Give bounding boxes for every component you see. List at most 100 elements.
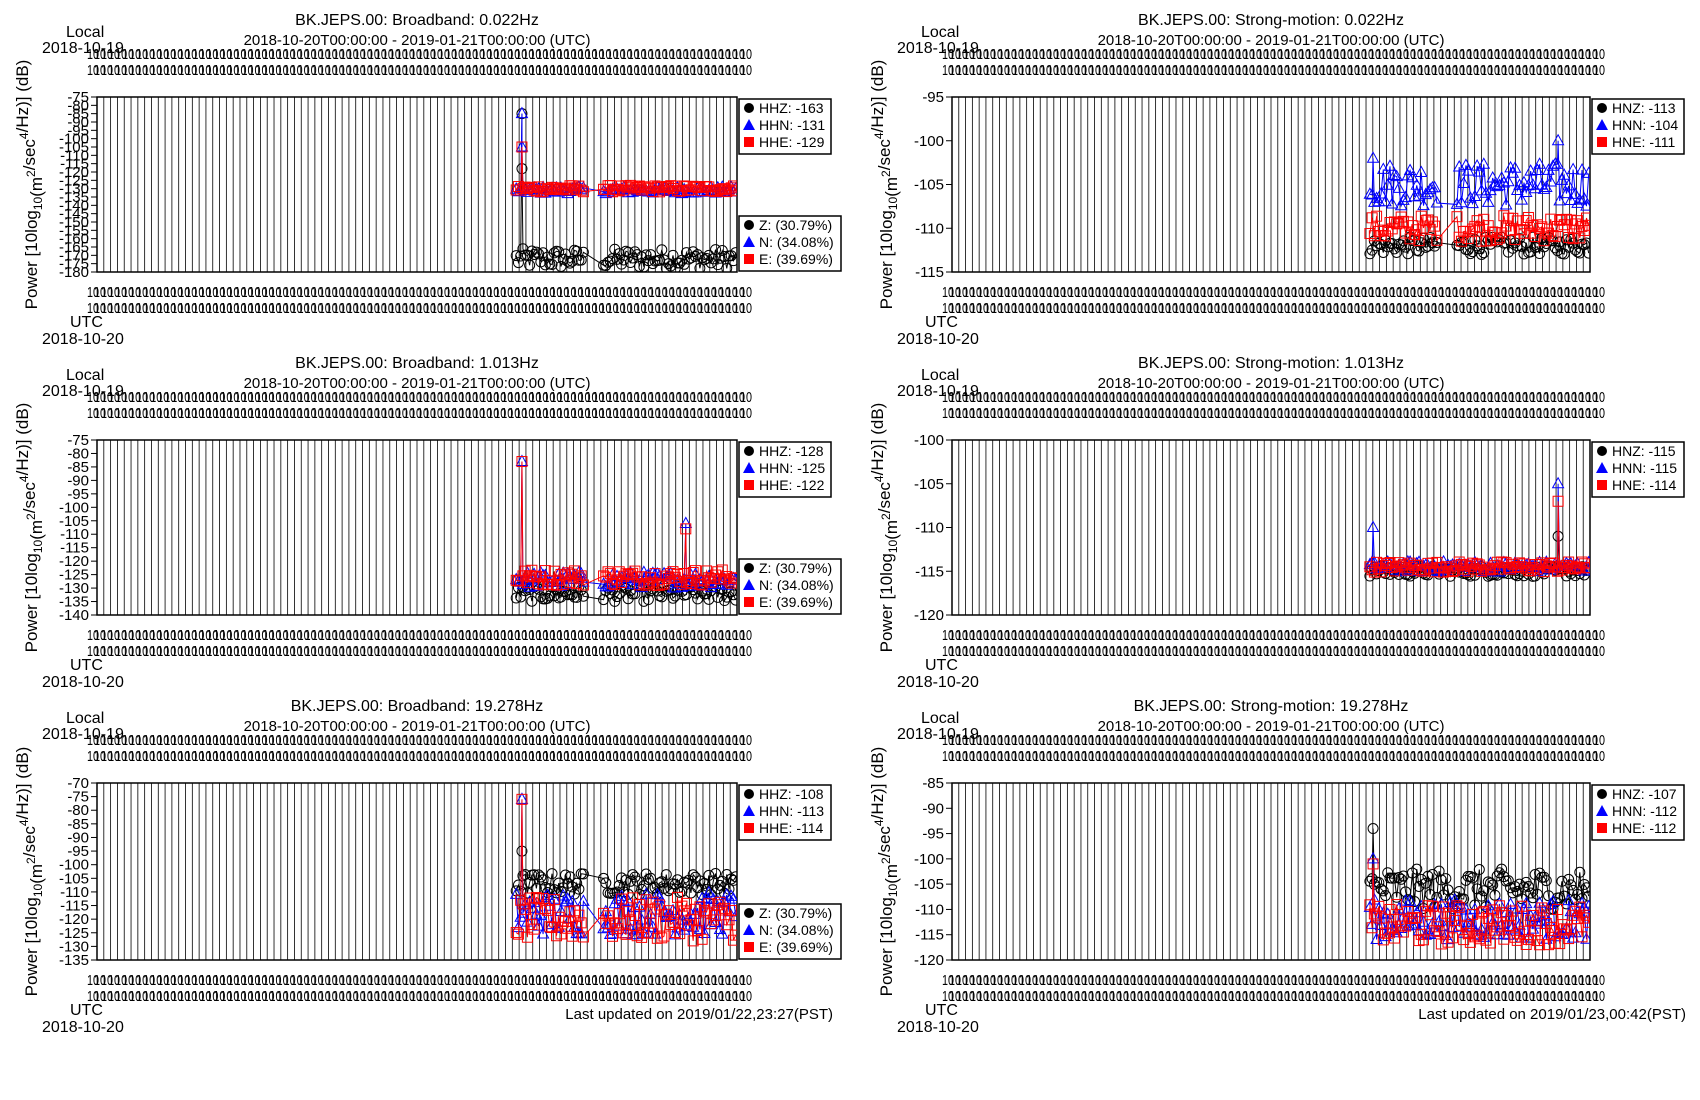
point-E bbox=[1435, 562, 1447, 574]
point-Z bbox=[710, 244, 722, 256]
point-E bbox=[573, 909, 585, 921]
point-N bbox=[1385, 196, 1399, 209]
point-Z bbox=[640, 249, 652, 261]
point-E bbox=[1551, 903, 1563, 915]
utc-date: 2018-10-20 bbox=[42, 1019, 124, 1036]
y-tick-label: -115 bbox=[60, 898, 89, 915]
svg-text:10: 10 bbox=[354, 46, 366, 63]
point-E bbox=[1429, 566, 1441, 578]
point-N bbox=[1544, 174, 1558, 187]
point-E bbox=[727, 180, 737, 192]
y-tick-label: -160 bbox=[59, 231, 89, 248]
point-E bbox=[1366, 922, 1378, 934]
svg-text:10: 10 bbox=[649, 46, 661, 63]
point-E bbox=[1420, 564, 1432, 576]
y-tick-label: -115 bbox=[915, 563, 944, 580]
svg-text:10: 10 bbox=[199, 46, 211, 63]
point-N bbox=[700, 891, 713, 904]
point-Z bbox=[1435, 874, 1447, 886]
legend-marker-E bbox=[744, 597, 754, 607]
svg-text:10: 10 bbox=[227, 46, 239, 63]
legend-marker-N bbox=[743, 579, 755, 590]
point-E bbox=[716, 564, 728, 576]
point-N bbox=[1372, 194, 1386, 207]
point-E bbox=[629, 183, 641, 195]
svg-text:10: 10 bbox=[740, 627, 752, 644]
local-label: Local bbox=[921, 367, 959, 384]
y-tick-label: -100 bbox=[914, 432, 944, 449]
point-E bbox=[557, 578, 569, 590]
top-tick-strip-1: 1010101010101010101010101010101010101010… bbox=[87, 732, 752, 749]
point-E bbox=[1400, 227, 1412, 239]
point-Z bbox=[1388, 872, 1400, 884]
svg-text:10: 10 bbox=[389, 46, 401, 63]
point-E bbox=[530, 185, 542, 197]
point-E bbox=[1404, 233, 1416, 245]
point-N bbox=[1553, 193, 1567, 206]
svg-text:10: 10 bbox=[284, 46, 296, 63]
svg-text:10: 10 bbox=[192, 62, 204, 79]
point-Z bbox=[1382, 867, 1394, 879]
point-N bbox=[1383, 159, 1397, 171]
point-N bbox=[1566, 162, 1580, 175]
legend-text: HHZ: -108 bbox=[759, 786, 824, 802]
point-E bbox=[1417, 565, 1429, 577]
point-E bbox=[1543, 561, 1555, 573]
point-E bbox=[645, 917, 657, 929]
y-tick-label: -105 bbox=[59, 870, 89, 887]
legend-text: E: (39.69%) bbox=[759, 939, 833, 955]
y-tick-label: -115 bbox=[60, 540, 89, 557]
local-date: 2018-10-19 bbox=[42, 726, 124, 743]
svg-text:10: 10 bbox=[740, 389, 752, 406]
utc-label: UTC bbox=[925, 657, 958, 674]
svg-text:10: 10 bbox=[220, 46, 232, 63]
svg-text:10: 10 bbox=[740, 405, 752, 422]
utc-date: 2018-10-20 bbox=[897, 674, 979, 691]
y-tick-label: -110 bbox=[915, 220, 944, 237]
point-N bbox=[1410, 905, 1424, 918]
svg-text:10: 10 bbox=[1593, 389, 1605, 406]
point-N bbox=[1519, 896, 1533, 909]
point-E bbox=[615, 576, 627, 588]
point-E bbox=[1467, 223, 1479, 235]
point-E bbox=[640, 894, 652, 906]
svg-text:10: 10 bbox=[305, 46, 317, 63]
point-E bbox=[680, 523, 692, 535]
point-N bbox=[563, 911, 577, 923]
bottom-tick-strip-1: 1010101010101010101010101010101010101010… bbox=[942, 284, 1605, 301]
svg-text:10: 10 bbox=[375, 46, 387, 63]
point-E bbox=[667, 566, 679, 578]
point-E bbox=[707, 914, 719, 926]
point-E bbox=[1567, 909, 1579, 921]
point-E bbox=[1467, 908, 1479, 920]
local-date: 2018-10-19 bbox=[897, 726, 979, 743]
point-Z bbox=[620, 245, 632, 257]
point-E bbox=[1377, 934, 1389, 946]
point-E bbox=[696, 185, 708, 197]
point-N bbox=[1390, 169, 1404, 182]
date-range: 2018-10-20T00:00:00 - 2019-01-21T00:00:0… bbox=[244, 718, 591, 735]
legend-marker-E bbox=[744, 254, 754, 264]
point-E bbox=[669, 927, 681, 939]
point-N bbox=[509, 887, 523, 899]
point-N bbox=[1488, 177, 1502, 190]
point-E bbox=[1391, 899, 1403, 911]
point-N bbox=[1481, 195, 1495, 207]
svg-text:10: 10 bbox=[1593, 46, 1605, 63]
series-E bbox=[1364, 210, 1590, 247]
point-Z bbox=[1563, 873, 1575, 885]
point-Z bbox=[1426, 869, 1438, 881]
point-N bbox=[534, 908, 548, 921]
svg-text:10: 10 bbox=[326, 62, 338, 79]
svg-text:10: 10 bbox=[115, 46, 127, 63]
point-E bbox=[542, 904, 554, 916]
last-updated: Last updated on 2019/01/23,00:42(PST) bbox=[1418, 1006, 1686, 1023]
point-E bbox=[1516, 900, 1528, 912]
svg-text:10: 10 bbox=[501, 46, 513, 63]
point-E bbox=[624, 569, 636, 581]
series-line-E bbox=[1369, 501, 1589, 574]
point-Z bbox=[656, 244, 668, 256]
svg-text:10: 10 bbox=[291, 62, 303, 79]
bottom-tick-strip-2: 1010101010101010101010101010101010101010… bbox=[87, 988, 752, 1005]
